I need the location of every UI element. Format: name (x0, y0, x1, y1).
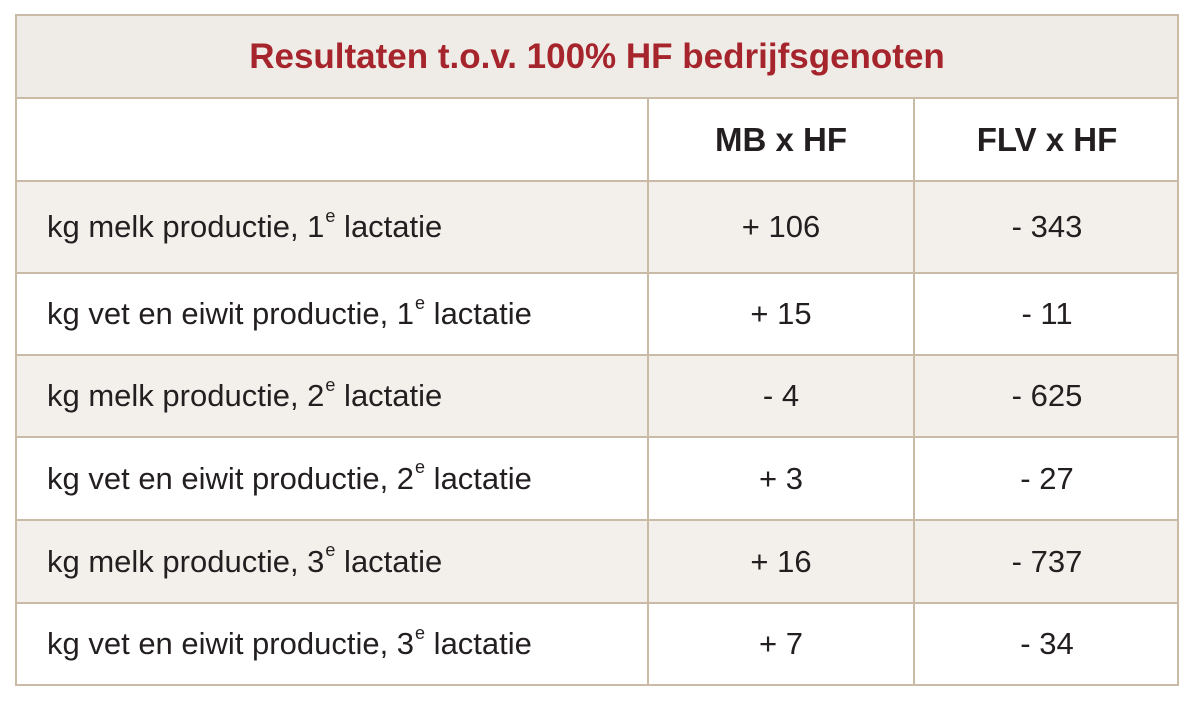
mb-value: + 16 (750, 543, 812, 579)
table-row: kg vet en eiwit productie, 3e lactatie +… (17, 604, 1177, 684)
table-row: kg vet en eiwit productie, 2e lactatie +… (17, 438, 1177, 521)
flv-value-cell: - 625 (915, 356, 1179, 436)
results-table: Resultaten t.o.v. 100% HF bedrijfsgenote… (15, 14, 1179, 686)
table-title-row: Resultaten t.o.v. 100% HF bedrijfsgenote… (17, 16, 1177, 99)
row-label: kg vet en eiwit productie, 1e lactatie (47, 292, 532, 331)
row-label: kg vet en eiwit productie, 3e lactatie (47, 622, 532, 661)
table-row: kg vet en eiwit productie, 1e lactatie +… (17, 274, 1177, 356)
mb-value: + 15 (750, 296, 812, 331)
mb-value: + 7 (759, 626, 803, 661)
flv-value: - 11 (1021, 296, 1073, 331)
flv-value-cell: - 737 (915, 521, 1179, 602)
flv-value-cell: - 343 (915, 182, 1179, 272)
table-row: kg melk productie, 2e lactatie - 4 - 625 (17, 356, 1177, 438)
mb-value: - 4 (762, 378, 800, 413)
mb-value-cell: + 3 (649, 438, 915, 519)
row-label-cell: kg vet en eiwit productie, 3e lactatie (17, 604, 649, 684)
row-label-cell: kg melk productie, 3e lactatie (17, 521, 649, 602)
row-label: kg melk productie, 3e lactatie (47, 540, 443, 579)
header-row: MB x HF FLV x HF (17, 99, 1177, 182)
flv-value: - 625 (1011, 378, 1083, 413)
flv-value-cell: - 11 (915, 274, 1179, 354)
mb-value-cell: + 15 (649, 274, 915, 354)
mb-value-cell: - 4 (649, 356, 915, 436)
row-label: kg melk productie, 2e lactatie (47, 374, 443, 413)
table-title: Resultaten t.o.v. 100% HF bedrijfsgenote… (249, 36, 945, 76)
flv-value-cell: - 34 (915, 604, 1179, 684)
flv-value-cell: - 27 (915, 438, 1179, 519)
flv-value: - 34 (1020, 626, 1074, 661)
header-label-flv: FLV x HF (976, 120, 1118, 158)
row-label: kg vet en eiwit productie, 2e lactatie (47, 457, 532, 496)
flv-value: - 343 (1011, 209, 1083, 244)
mb-value-cell: + 7 (649, 604, 915, 684)
flv-value: - 737 (1011, 543, 1083, 579)
mb-value-cell: + 16 (649, 521, 915, 602)
header-label-mb: MB x HF (715, 120, 847, 158)
header-cell-mb: MB x HF (649, 99, 915, 180)
row-label-cell: kg melk productie, 1e lactatie (17, 182, 649, 272)
row-label-cell: kg vet en eiwit productie, 1e lactatie (17, 274, 649, 354)
row-label-cell: kg melk productie, 2e lactatie (17, 356, 649, 436)
flv-value: - 27 (1020, 460, 1074, 496)
header-cell-flv: FLV x HF (915, 99, 1179, 180)
mb-value: + 3 (759, 460, 803, 496)
mb-value: + 106 (741, 209, 821, 244)
header-cell-empty (17, 99, 649, 180)
row-label: kg melk productie, 1e lactatie (47, 205, 443, 244)
table-row: kg melk productie, 3e lactatie + 16 - 73… (17, 521, 1177, 604)
mb-value-cell: + 106 (649, 182, 915, 272)
row-label-cell: kg vet en eiwit productie, 2e lactatie (17, 438, 649, 519)
table-row: kg melk productie, 1e lactatie + 106 - 3… (17, 182, 1177, 274)
